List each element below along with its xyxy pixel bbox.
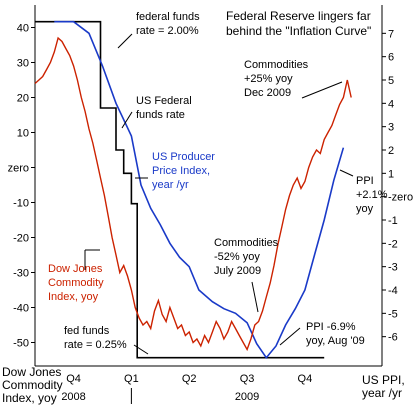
annotation-line: rate = 2.00% (136, 25, 199, 37)
annotation-line: Commodities (244, 59, 309, 71)
annotation-commod-july: Commodities -52% yoy July 2009 (214, 237, 281, 277)
right-tick-label: -6 (388, 332, 398, 344)
left-tick-label: -10 (13, 198, 29, 210)
right-tick-label: 1 (388, 168, 394, 180)
left-tick-label: -20 (13, 233, 29, 245)
left-axis-title: Dow Jones Commodity Index, yoy (2, 365, 66, 405)
right-tick-label: -3 (388, 262, 398, 274)
annotation-line: Dec 2009 (244, 87, 291, 99)
dow-jones-commodity-line (34, 36, 352, 352)
quarter-label: Q4 (66, 373, 81, 385)
right-tick-label: 5 (388, 75, 394, 87)
quarter-label: Q4 (298, 373, 313, 385)
right-axis-title: US PPI, year /yr (362, 373, 408, 400)
right-tick-label: 7 (388, 28, 394, 40)
chart-title-line: Federal Reserve lingers far (226, 9, 371, 23)
left-tick-label: 40 (17, 23, 29, 35)
arrow-ppi-plus (339, 169, 354, 177)
right-tick-label: 3 (388, 122, 394, 134)
left-tick-label: -40 (13, 303, 29, 315)
annotation-line: July 2009 (214, 265, 261, 277)
arrow-commod-july (251, 281, 259, 313)
annotation-us-ppi: US Producer Price Index, year /yr (152, 151, 218, 191)
arrow-fed-funds-2pct (117, 33, 133, 49)
right-tick-label: 2 (388, 145, 394, 157)
annotation-line: federal funds (136, 11, 200, 23)
annotation-dow-jones: Dow Jones Commodity Index, yoy (48, 263, 107, 303)
left-tick-label: 30 (17, 58, 29, 70)
annotation-arrows (84, 33, 354, 355)
arrow-ppi-aug (279, 327, 301, 346)
right-tick-label: -2 (388, 238, 398, 250)
annotation-line: fed funds (64, 325, 110, 337)
us-ppi-line (54, 20, 345, 360)
left-tick-label: -50 (13, 338, 29, 350)
annotation-line: yoy (356, 203, 374, 215)
arrow-commod-dec (301, 81, 343, 99)
left-axis-title-line: Index, yoy (2, 391, 57, 405)
chart-title: Federal Reserve lingers far behind the "… (226, 9, 374, 38)
right-tick-label: -5 (388, 308, 398, 320)
annotation-line: Dow Jones (48, 263, 103, 275)
annotation-line: -52% yoy (214, 251, 260, 263)
annotation-line: +2.1% (356, 189, 388, 201)
annotation-us-fed-funds-rate: US Federal funds rate (136, 95, 195, 121)
chart-title-line: behind the "Inflation Curve" (226, 24, 371, 38)
right-tick-label: 6 (388, 52, 394, 64)
right-tick-label: -zero (388, 192, 413, 204)
annotation-fed-funds-025: fed funds rate = 0.25% (64, 325, 127, 351)
quarter-label: Q1 (124, 373, 139, 385)
annotation-line: Commodity (48, 277, 104, 289)
arrow-us-fed-funds-rate (121, 111, 133, 129)
left-axis-title-line: Dow Jones (2, 365, 61, 379)
annotation-line: Commodities (214, 237, 279, 249)
right-tick-label: -4 (388, 285, 398, 297)
annotation-line: PPI -6.9% (306, 321, 356, 333)
annotation-line: US Federal (136, 95, 192, 107)
right-tick-label: -1 (388, 215, 398, 227)
annotation-line: PPI (356, 175, 374, 187)
fed-funds-rate-line (35, 20, 325, 359)
annotation-commod-dec: Commodities +25% yoy Dec 2009 (244, 59, 311, 99)
left-tick-label: -30 (13, 268, 29, 280)
quarter-label: Q3 (240, 373, 255, 385)
annotation-line: US Producer (152, 151, 215, 163)
annotation-line: year /yr (152, 179, 189, 191)
annotation-ppi-plus: PPI +2.1% yoy (356, 175, 391, 215)
annotation-line: Price Index, (152, 165, 210, 177)
right-axis-ticks: 7 6 5 4 3 2 1 -zero -1 -2 -3 -4 -5 -6 (382, 28, 413, 344)
quarter-label: Q2 (182, 373, 197, 385)
right-tick-label: 4 (388, 98, 394, 110)
annotation-line: Index, yoy (48, 291, 99, 303)
left-tick-label: 10 (17, 128, 29, 140)
arrow-fed-funds-025 (133, 344, 149, 355)
left-axis-ticks: 40 30 20 10 zero -10 -20 -30 -40 -50 (8, 23, 35, 350)
left-tick-label: zero (8, 163, 29, 175)
annotation-fed-funds-2pct: federal funds rate = 2.00% (136, 11, 203, 37)
annotation-line: rate = 0.25% (64, 339, 127, 351)
annotation-ppi-aug: PPI -6.9% yoy, Aug '09 (306, 321, 365, 347)
x-axis-labels: Q4 Q1 Q2 Q3 Q4 2008 2009 (61, 373, 312, 404)
left-axis-title-line: Commodity (2, 378, 63, 392)
left-tick-label: 20 (17, 93, 29, 105)
annotation-line: yoy, Aug '09 (306, 335, 365, 347)
year-label: 2008 (61, 391, 85, 403)
year-label: 2009 (235, 391, 259, 403)
annotation-line: funds rate (136, 109, 185, 121)
annotation-line: +25% yoy (244, 73, 293, 85)
right-axis-title-line: year /yr (362, 386, 402, 400)
right-axis-title-line: US PPI, (362, 373, 405, 387)
